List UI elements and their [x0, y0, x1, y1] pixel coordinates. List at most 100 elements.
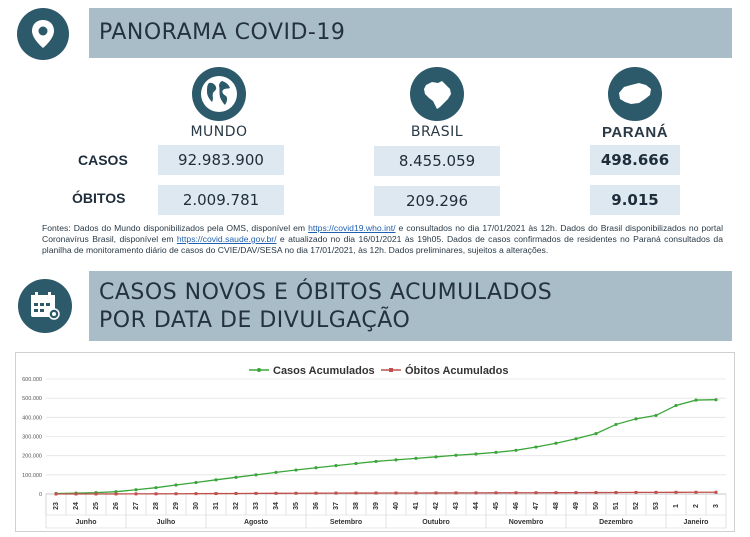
cases-point: [254, 473, 258, 477]
x-tick-label: 51: [613, 502, 620, 510]
cases-point: [314, 466, 318, 470]
x-tick-label: 34: [273, 502, 280, 510]
cases-point: [294, 468, 298, 472]
page-title: PANORAMA COVID-19: [99, 20, 346, 45]
x-tick-label: 42: [433, 502, 440, 510]
cases-point: [414, 456, 418, 460]
cases-point: [354, 461, 358, 466]
month-label: Julho: [157, 519, 176, 526]
cases-parana-value: 498.666: [590, 145, 680, 175]
deaths-point: [134, 492, 138, 496]
cases-world-value: 92.983.900: [158, 145, 284, 175]
column-label-brasil: BRASIL: [410, 124, 464, 140]
x-tick-label: 35: [293, 502, 300, 510]
cases-point: [674, 403, 678, 408]
section-title-line2: POR DATA DE DIVULGAÇÃO: [99, 308, 411, 333]
x-tick-label: 29: [173, 502, 180, 510]
deaths-point: [634, 490, 638, 494]
x-tick-label: 49: [573, 502, 580, 510]
x-tick-label: 36: [313, 502, 320, 510]
deaths-point: [314, 491, 318, 495]
y-tick-label: 600.000: [22, 377, 42, 383]
x-tick-label: 25: [93, 502, 100, 510]
deaths-point: [674, 490, 678, 494]
cases-point: [654, 413, 658, 418]
y-tick-label: 100.000: [22, 473, 42, 479]
cases-point: [194, 480, 198, 485]
x-tick-label: 33: [253, 502, 260, 510]
month-label: Dezembro: [599, 519, 633, 526]
cases-point: [494, 450, 498, 455]
x-tick-label: 1: [673, 504, 680, 508]
x-tick-label: 26: [113, 502, 120, 510]
section-banner: CASOS NOVOS E ÓBITOS ACUMULADOS POR DATA…: [89, 271, 732, 341]
brazil-map-icon: [410, 67, 464, 121]
deaths-point: [574, 491, 578, 495]
month-label: Janeiro: [684, 519, 709, 526]
deaths-point: [174, 492, 178, 496]
y-tick-label: 300.000: [22, 435, 42, 441]
header-banner: PANORAMA COVID-19: [89, 8, 732, 58]
cases-point: [634, 417, 638, 421]
cases-point: [594, 432, 598, 436]
cases-point: [234, 475, 238, 479]
deaths-point: [94, 492, 98, 496]
cases-point: [434, 455, 438, 459]
y-tick-label: 500.000: [22, 396, 42, 402]
source-note: Fontes: Dados do Mundo disponibilizados …: [42, 223, 723, 256]
x-tick-label: 31: [213, 502, 220, 510]
x-tick-label: 37: [333, 502, 340, 510]
deaths-point: [274, 491, 278, 495]
deaths-point: [614, 490, 618, 494]
source-note-text-1: Fontes: Dados do Mundo disponibilizados …: [42, 223, 309, 233]
x-tick-label: 43: [453, 502, 460, 510]
source-note-text-3: e atualizado no dia 16/01/2021 às 19h05.…: [42, 234, 723, 255]
x-tick-label: 53: [653, 502, 660, 510]
legend-label-cases: Casos Acumulados: [273, 365, 375, 377]
x-tick-label: 41: [413, 502, 420, 510]
row-label-casos: CASOS: [78, 152, 128, 168]
cases-point: [714, 398, 718, 402]
deaths-point: [454, 491, 458, 495]
cumulative-chart: 0 100.000 200.000 300.000 400.000 500.000 600.…: [22, 364, 727, 529]
parana-map-icon: [608, 67, 662, 121]
cases-point: [214, 478, 218, 482]
deaths-point: [254, 491, 258, 495]
month-label: Outubro: [422, 519, 450, 526]
month-label: Junho: [76, 519, 97, 526]
cases-point: [554, 441, 558, 445]
y-tick-label: 0: [39, 492, 42, 498]
who-link[interactable]: https://covid19.who.int/: [308, 223, 396, 233]
cases-point: [274, 470, 278, 474]
x-tick-label: 46: [513, 502, 520, 510]
x-tick-label: 40: [393, 502, 400, 510]
deaths-point: [554, 491, 558, 495]
x-tick-label: 28: [153, 502, 160, 510]
x-tick-label: 44: [473, 502, 480, 510]
series-line-deaths: [55, 491, 717, 495]
location-pin-icon: [17, 8, 69, 60]
y-tick-label: 200.000: [22, 454, 42, 460]
saude-gov-link[interactable]: https://covid.saude.gov.br/: [176, 234, 277, 244]
y-tick-label: 400.000: [22, 415, 42, 421]
chart-frame: 0 100.000 200.000 300.000 400.000 500.000 600.…: [15, 352, 735, 532]
row-label-obitos: ÓBITOS: [72, 190, 126, 206]
month-label: Novembro: [509, 519, 544, 526]
column-label-parana: PARANÁ: [601, 124, 669, 141]
deaths-point: [74, 492, 78, 496]
cases-point: [614, 422, 618, 427]
deaths-world-value: 2.009.781: [158, 185, 284, 215]
deaths-point: [294, 491, 298, 495]
x-tick-label: 23: [53, 502, 60, 510]
deaths-point: [334, 491, 338, 495]
deaths-point: [114, 492, 118, 496]
x-tick-label: 30: [193, 502, 200, 510]
deaths-brazil-value: 209.296: [374, 186, 500, 216]
cases-point: [334, 464, 338, 468]
cases-point: [474, 452, 478, 456]
deaths-point: [714, 490, 718, 494]
cases-point: [174, 483, 178, 487]
x-tick-label: 32: [233, 502, 240, 510]
month-label: Setembro: [330, 519, 362, 526]
cases-point: [534, 445, 538, 449]
